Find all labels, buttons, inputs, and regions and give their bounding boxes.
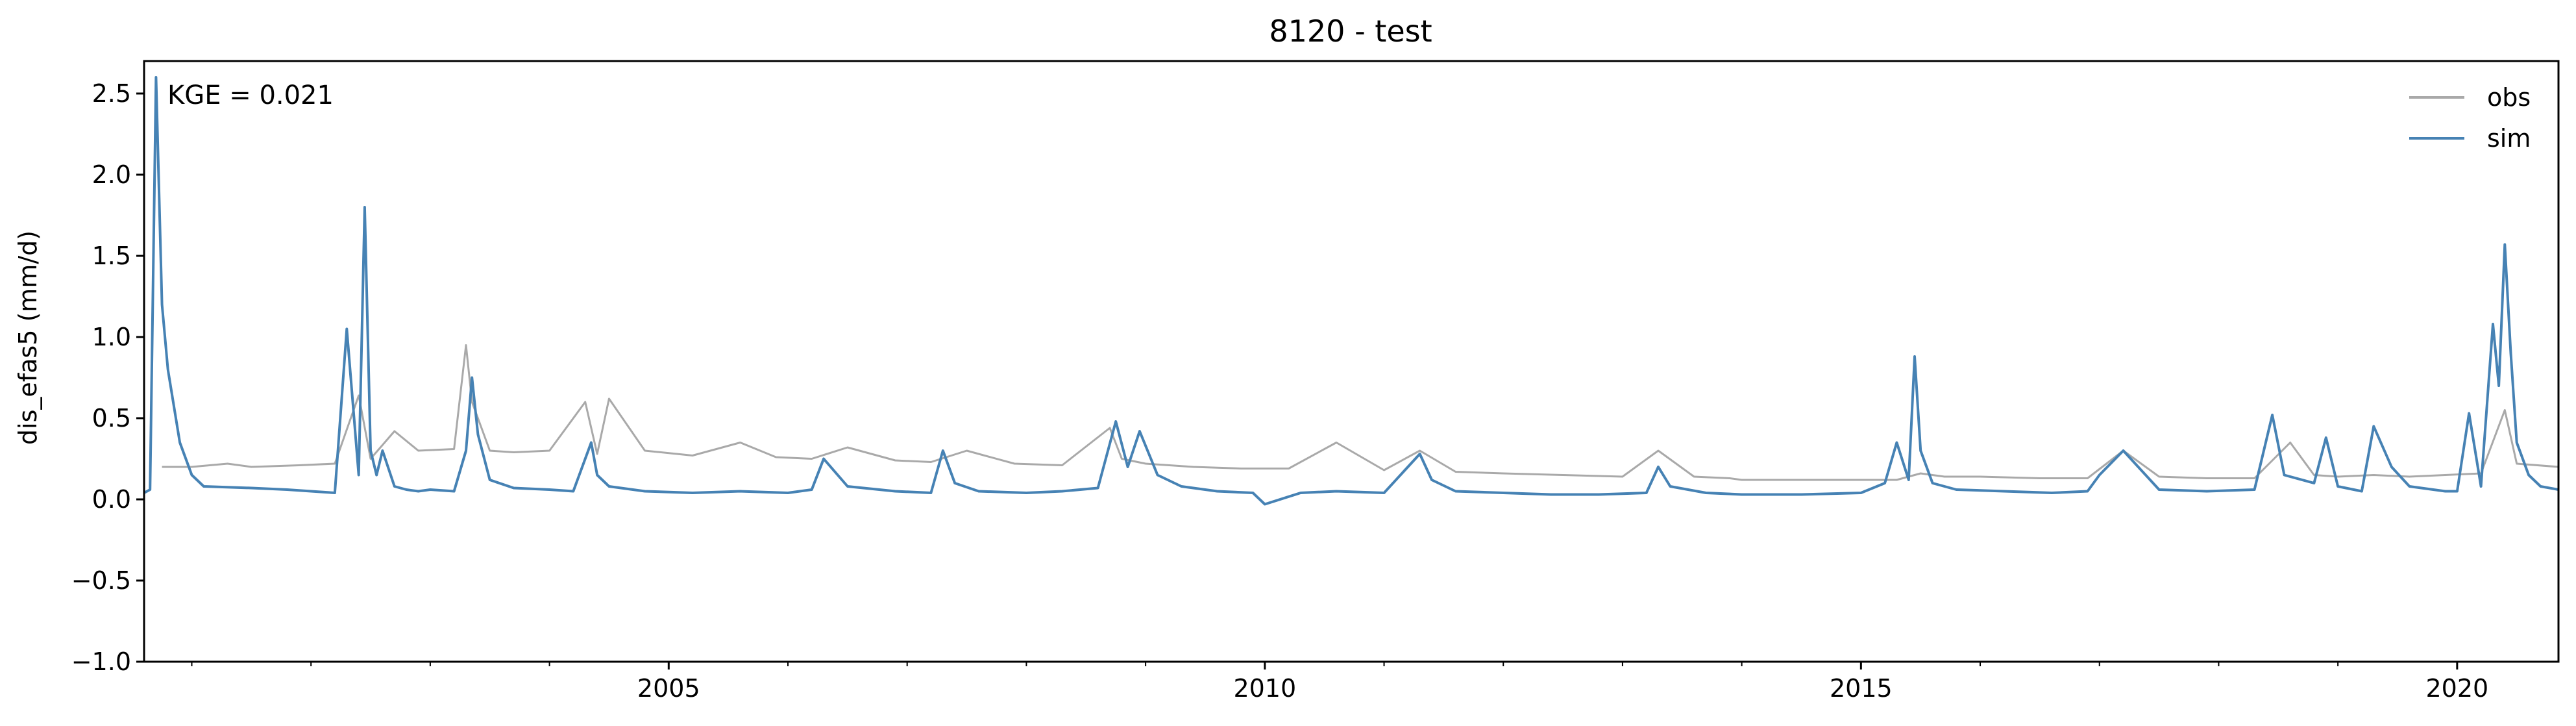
chart-title: 8120 - test [1269,14,1432,49]
y-tick-label: −1.0 [71,647,131,676]
legend: obs sim [2409,83,2531,153]
y-tick-label: −0.5 [71,566,131,595]
plot-frame [143,60,2560,663]
y-axis: −1.0 −0.5 0.0 0.5 1.0 1.5 2.0 2.5 [71,79,144,676]
series-line-obs [162,344,2558,481]
y-tick-label: 2.0 [92,160,131,189]
x-axis: 2005 2010 2015 2020 [191,662,2488,703]
legend-label-obs: obs [2487,83,2531,112]
x-tick-label: 2010 [1233,674,1296,703]
y-tick-label: 0.0 [92,485,131,514]
legend-label-sim: sim [2487,124,2531,153]
plot-area [143,60,2560,663]
y-tick-label: 1.0 [92,323,131,351]
x-tick-label: 2020 [2425,674,2488,703]
y-tick-label: 0.5 [92,404,131,432]
x-tick-label: 2005 [637,674,700,703]
y-tick-label: 2.5 [92,79,131,108]
y-tick-label: 1.5 [92,242,131,270]
x-tick-label: 2015 [1830,674,1893,703]
series-layer [144,76,2558,506]
series-line-sim [144,76,2558,506]
kge-annotation: KGE = 0.021 [167,81,334,110]
y-axis-label: dis_efas5 (mm/d) [14,231,42,445]
